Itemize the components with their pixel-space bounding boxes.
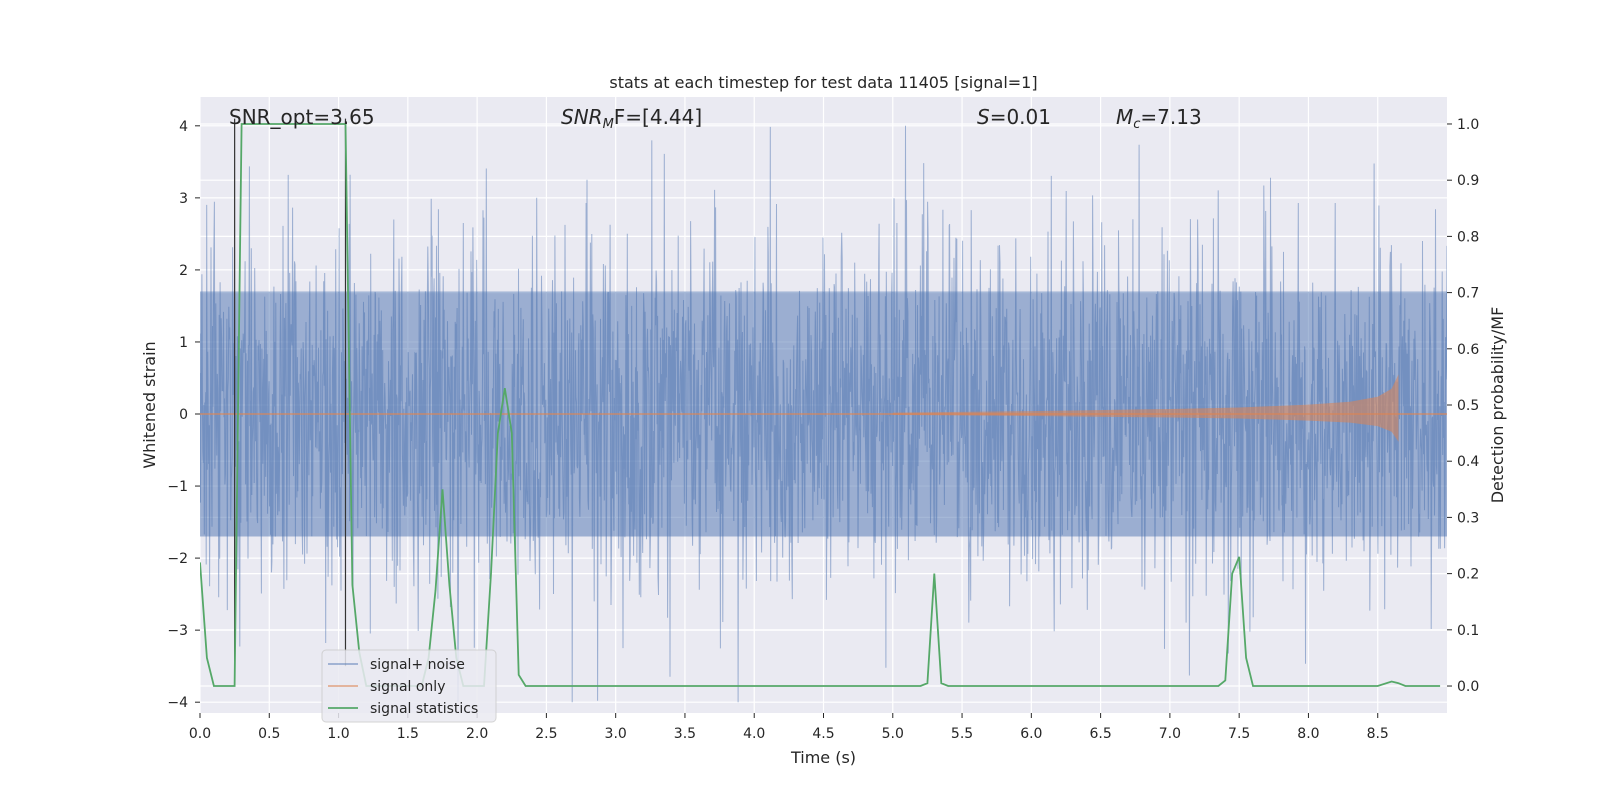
y2-tick-label: 0.4 (1457, 454, 1479, 470)
x-tick-label: 4.5 (812, 726, 834, 742)
x-tick-label: 3.0 (605, 726, 627, 742)
x-axis-label: Time (s) (790, 748, 856, 767)
y2-tick-label: 0.5 (1457, 398, 1479, 414)
y2-tick-label: 0.6 (1457, 342, 1479, 358)
x-tick-label: 8.5 (1367, 726, 1389, 742)
annotation-snr-mf-symbol: SNR (561, 105, 603, 129)
x-tick-label: 4.0 (743, 726, 765, 742)
plot-area (199, 97, 1447, 713)
y-axis-left: 4 3 2 1 0 −1 −2 −3 −4 (167, 119, 200, 711)
y2-tick-label: 0.9 (1457, 173, 1479, 189)
series-signal-noise (200, 125, 1447, 703)
annotation-s-value: =0.01 (990, 105, 1051, 129)
x-tick-label: 7.0 (1159, 726, 1181, 742)
x-tick-label: 2.5 (535, 726, 557, 742)
annotation-mc-symbol: M (1116, 105, 1133, 129)
y-tick-label: −1 (167, 479, 188, 495)
series-group (200, 118, 1447, 703)
x-tick-label: 0.0 (189, 726, 211, 742)
x-tick-label: 5.0 (882, 726, 904, 742)
annotation-snr-opt: SNR_opt=3.65 (229, 105, 375, 129)
y-tick-label: 0 (179, 407, 188, 423)
annotation-snr-mf: SNRMF=[4.44] (561, 105, 702, 132)
y2-tick-label: 0.8 (1457, 229, 1479, 245)
y2-tick-label: 0.0 (1457, 679, 1479, 695)
y-tick-label: 4 (179, 119, 188, 135)
x-tick-label: 1.0 (327, 726, 349, 742)
x-tick-label: 1.5 (397, 726, 419, 742)
legend-label: signal+ noise (370, 657, 465, 673)
x-tick-label: 5.5 (951, 726, 973, 742)
x-tick-label: 6.0 (1020, 726, 1042, 742)
y-tick-label: −3 (167, 623, 188, 639)
y-tick-label: −2 (167, 551, 188, 567)
annotation-snr-mf-value: F=[4.44] (614, 105, 702, 129)
annotations: SNR_opt=3.65 SNRMF=[4.44] S=0.01 Mc=7.13 (229, 105, 1202, 132)
annotation-snr-mf-subscript: M (603, 117, 614, 132)
series-signal-only (892, 374, 1399, 442)
annotation-s-symbol: S (977, 105, 990, 129)
series-signal-statistics (200, 123, 1441, 687)
y2-tick-label: 0.1 (1457, 623, 1479, 639)
y2-tick-label: 1.0 (1457, 117, 1479, 133)
y2-tick-label: 0.7 (1457, 286, 1479, 302)
legend-label: signal only (370, 679, 445, 695)
annotation-mc-subscript: c (1133, 117, 1140, 132)
x-axis: 0.0 0.5 1.0 1.5 2.0 2.5 3.0 3.5 4.0 4.5 5.0 5.5 6.0 6… (189, 713, 1389, 742)
x-tick-label: 6.5 (1089, 726, 1111, 742)
y-axis-right: 1.0 0.9 0.8 0.7 0.6 0.5 0.4 0.3 0.2 0.1 0.0 (1447, 117, 1479, 695)
legend-box (321, 649, 497, 723)
x-tick-label: 2.0 (466, 726, 488, 742)
y-tick-label: 2 (179, 263, 188, 279)
y-tick-label: 1 (179, 335, 188, 351)
annotation-mc: Mc=7.13 (1116, 105, 1202, 132)
chart-title: stats at each timestep for test data 114… (609, 73, 1037, 92)
annotation-s: S=0.01 (977, 105, 1051, 129)
x-tick-label: 8.0 (1297, 726, 1319, 742)
legend: signal+ noise signal only signal statistic… (321, 649, 497, 723)
x-tick-label: 0.5 (258, 726, 280, 742)
annotation-mc-value: =7.13 (1140, 105, 1201, 129)
y-tick-label: −4 (167, 695, 188, 711)
y-axis-label-right: Detection probability/MF (1488, 307, 1507, 504)
x-tick-label: 7.5 (1228, 726, 1250, 742)
legend-label: signal statistics (370, 701, 478, 717)
y-tick-label: 3 (179, 191, 188, 207)
x-tick-label: 3.5 (674, 726, 696, 742)
y2-tick-label: 0.2 (1457, 567, 1479, 583)
y-axis-label-left: Whitened strain (140, 341, 159, 468)
y2-tick-label: 0.3 (1457, 510, 1479, 526)
